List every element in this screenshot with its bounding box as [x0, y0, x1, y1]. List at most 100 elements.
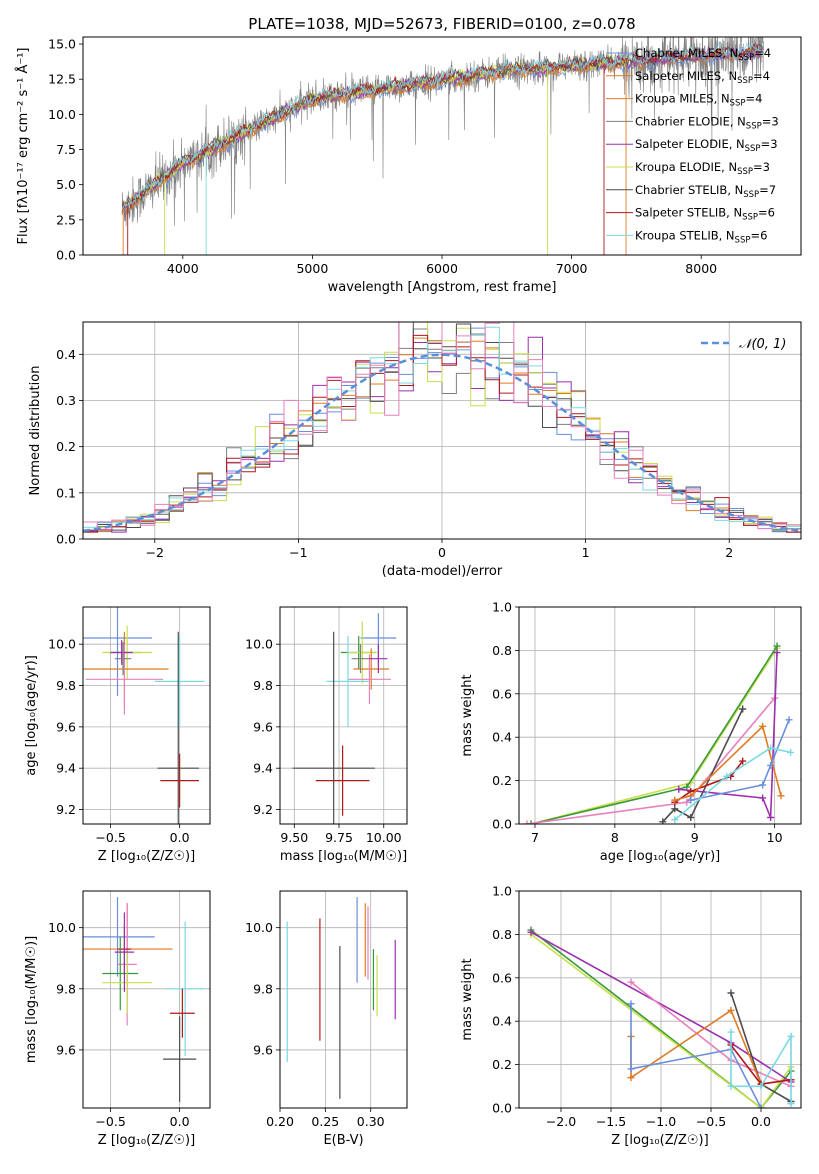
- grid-mass-vs-EBV: [280, 891, 407, 1108]
- y-axis-label: age [log₁₀(age/yr)]: [24, 655, 39, 776]
- y-tick-label: 0.0: [56, 248, 76, 263]
- y-tick-label: 9.4: [253, 761, 273, 776]
- panel-spectrum: 4000 5000 6000 7000 8000 0.0 2.5 5.0 7.5 10.0 12.5…: [15, 15, 802, 295]
- weight-marker: [759, 722, 767, 730]
- grid-massweight-vs-Z: [519, 891, 801, 1108]
- weight-marker: [627, 1074, 635, 1082]
- x-tick-label: 0.25: [311, 1114, 339, 1129]
- weight-series: [527, 642, 781, 824]
- grid-mass-vs-Z: [83, 891, 210, 1108]
- errorbar-point: [315, 745, 370, 816]
- x-axis-label: (data-model)/error: [382, 564, 503, 579]
- errorbar-point: [369, 644, 388, 674]
- errorbar-point: [165, 921, 205, 1057]
- axes-frame: [518, 890, 802, 1109]
- x-axis-label: mass [log₁₀(M/M☉)]: [280, 849, 407, 864]
- x-tick-label: 9.75: [325, 830, 353, 845]
- x-tick-label: 8: [611, 830, 619, 845]
- axes-frame: [279, 890, 408, 1109]
- x-tick-label: −1.0: [646, 1114, 676, 1129]
- weight-series: [671, 744, 795, 824]
- y-tick-label: 0.0: [56, 532, 76, 547]
- x-tick-label: −1: [289, 545, 307, 560]
- y-tick-label: 9.6: [56, 719, 76, 734]
- plot-area-massweight-vs-age: [519, 607, 801, 824]
- y-tick-label: 0.2: [492, 1057, 512, 1072]
- weight-marker: [687, 796, 695, 804]
- y-tick-label: 0.8: [492, 927, 512, 942]
- errorbar-point: [347, 654, 391, 705]
- axes-frame: [82, 36, 802, 256]
- weight-marker: [777, 792, 785, 800]
- axes-frame: [518, 606, 802, 825]
- errorbar-point: [169, 988, 195, 1038]
- panel-mass-vs-Z: −0.5 0.0 9.6 9.8 10.0 Z [log₁₀(Z/Z☉)] mass [lo…: [24, 890, 211, 1148]
- y-axis-label: mass [log₁₀(M/M☉)]: [24, 936, 39, 1063]
- weight-series: [627, 1000, 765, 1108]
- legend-sub: SSP: [738, 53, 754, 63]
- legend-suffix: =4: [745, 92, 762, 106]
- y-tick-label: 0.4: [492, 1014, 512, 1029]
- y-tick-label: 9.2: [56, 802, 76, 817]
- x-axis-label: Z [log₁₀(Z/Z☉)]: [611, 1133, 708, 1148]
- x-tick-label: −2: [146, 545, 164, 560]
- legend-label: Salpeter STELIB, N: [635, 206, 742, 220]
- plot-area-massweight-vs-Z: [519, 891, 801, 1108]
- weight-marker: [773, 642, 781, 650]
- weight-marker: [627, 1000, 635, 1008]
- y-tick-label: 9.8: [253, 678, 273, 693]
- plot-area-age-vs-mass: [280, 607, 407, 824]
- weight-line: [690, 719, 790, 801]
- legend-sub: SSP: [746, 121, 762, 131]
- normal-curve: [83, 353, 799, 533]
- ticks-massweight-vs-Z: −2.0 −1.5 −1.0 −0.5 0.0 0.0 0.2 0.4 0.6 0.8 1.0: [492, 884, 771, 1130]
- legend-suffix: =7: [759, 183, 776, 197]
- legend-suffix: =4: [753, 69, 770, 83]
- panel-mass-vs-EBV: 0.20 0.25 0.30 9.6 9.8 10.0 E(B-V): [245, 890, 408, 1148]
- ticks-spectrum: 4000 5000 6000 7000 8000 0.0 2.5 5.0 7.5 10.0 12.5…: [48, 37, 717, 276]
- errorbar-point: [160, 753, 199, 808]
- y-tick-label: 0.4: [56, 347, 76, 362]
- errorbar-point: [351, 644, 370, 674]
- weight-marker: [523, 820, 531, 824]
- y-tick-label: 0.0: [492, 817, 512, 832]
- y-tick-label: 7.5: [56, 142, 76, 157]
- x-tick-label: −1.5: [596, 1114, 626, 1129]
- errorbar-point: [83, 607, 153, 696]
- x-tick-label: 6000: [426, 261, 458, 276]
- errorbar-point: [102, 936, 139, 1011]
- y-tick-label: 0.6: [492, 686, 512, 701]
- ticks-age-vs-mass: 9.50 9.75 10.00 9.2 9.4 9.6 9.8 10.0: [245, 637, 402, 845]
- legend-label: Kroupa STELIB, N: [635, 228, 735, 242]
- y-tick-label: 5.0: [56, 177, 76, 192]
- x-tick-label: 0.20: [266, 1114, 294, 1129]
- plot-area-age-vs-Z: [83, 607, 210, 824]
- x-tick-label: 2: [725, 545, 733, 560]
- y-axis-label: mass weight: [460, 674, 475, 756]
- legend-suffix: =3: [753, 160, 770, 174]
- y-tick-label: 1.0: [492, 600, 512, 615]
- errorbar-point: [157, 631, 199, 824]
- legend-entry: Kroupa ELODIE, NSSP=3: [635, 160, 770, 177]
- errorbar-point: [353, 648, 390, 690]
- legend-label: Chabrier MILES, N: [635, 46, 738, 60]
- y-tick-label: 0.6: [492, 970, 512, 985]
- legend-entry: Kroupa STELIB, NSSP=6: [635, 228, 767, 245]
- model-spectrum: [122, 43, 764, 209]
- weight-marker: [527, 928, 535, 936]
- legend-sub: SSP: [745, 144, 761, 154]
- x-axis-label: Z [log₁₀(Z/Z☉)]: [98, 1133, 195, 1148]
- errorbar-point: [163, 1016, 197, 1102]
- weight-line: [674, 747, 791, 821]
- legend-suffix: =3: [761, 137, 778, 151]
- legend-suffix: =6: [758, 206, 775, 220]
- x-tick-label: −2.0: [546, 1114, 576, 1129]
- weight-marker: [671, 805, 679, 813]
- x-axis-label: E(B-V): [323, 1133, 363, 1148]
- x-tick-label: 0.0: [170, 1114, 190, 1129]
- panel-massweight-vs-Z: −2.0 −1.5 −1.0 −0.5 0.0 0.0 0.2 0.4 0.6 0.8 1.0 Z […: [460, 884, 802, 1148]
- weight-marker: [727, 1028, 735, 1036]
